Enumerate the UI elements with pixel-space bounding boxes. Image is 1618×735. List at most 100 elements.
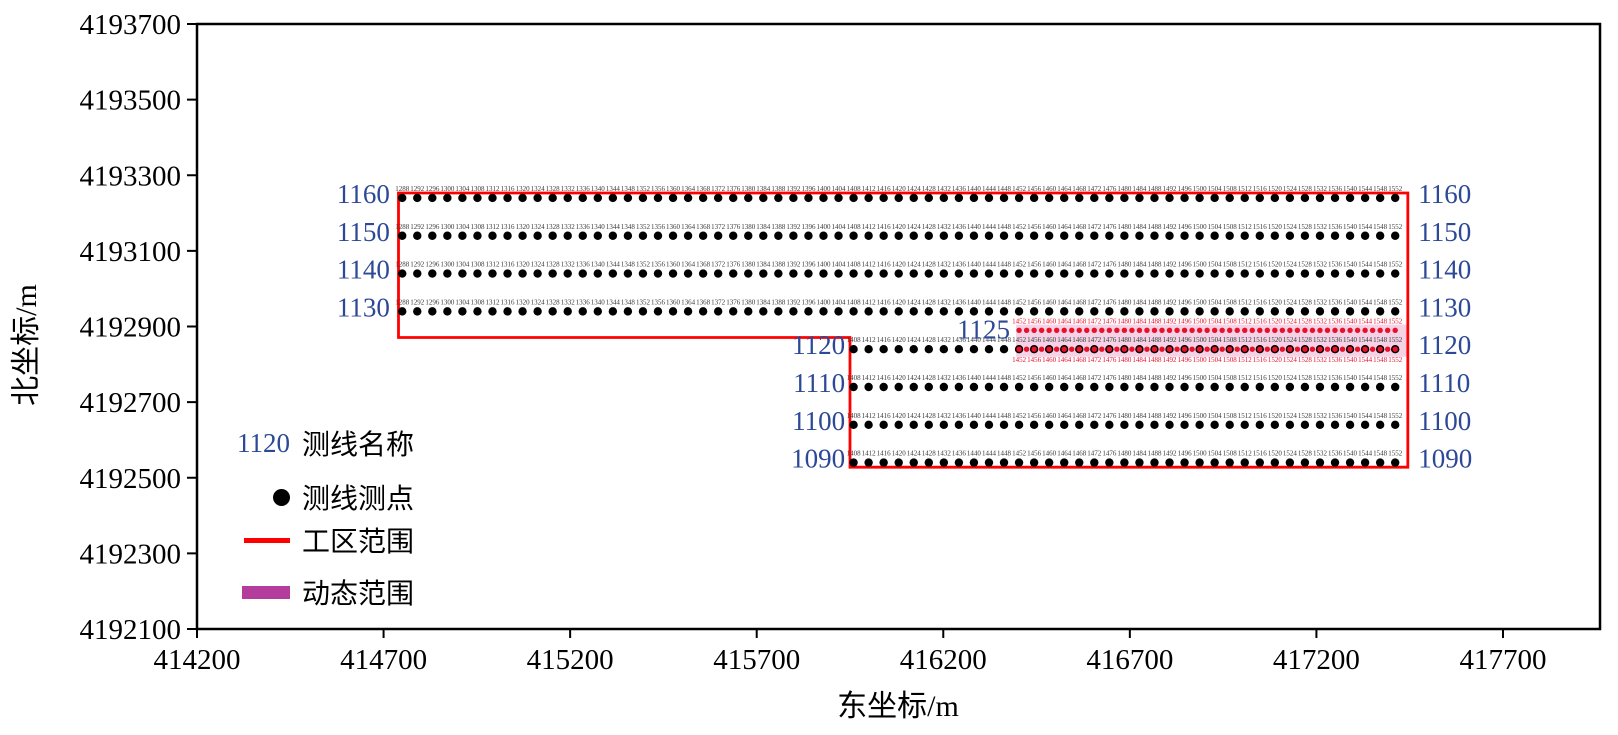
station-dot — [939, 231, 949, 240]
station-label: 1468 — [1072, 298, 1087, 306]
station-dot — [1120, 269, 1129, 278]
station-dot — [879, 420, 888, 430]
station-dot — [1345, 382, 1355, 392]
station-dot — [744, 307, 753, 316]
station-label: 1416 — [877, 298, 892, 306]
line-name-dynamic: 1125 — [957, 314, 1010, 344]
x-axis-title: 东坐标/m — [837, 690, 959, 723]
station-dot — [939, 193, 949, 203]
station-label: 1408 — [847, 185, 862, 193]
station-dot — [623, 307, 633, 316]
station-dot — [1390, 420, 1400, 430]
station-dot — [578, 231, 587, 240]
station-label: 1476 — [1102, 185, 1117, 193]
dynamic-overlay-label: 1500 — [1193, 356, 1208, 364]
station-label: 1420 — [892, 336, 907, 344]
station-label: 1488 — [1147, 185, 1162, 193]
station-label: 1512 — [1238, 374, 1253, 382]
station-dot — [909, 231, 918, 240]
station-dot — [1300, 458, 1310, 467]
station-dot — [668, 193, 678, 203]
line-name-left: 1160 — [337, 179, 390, 209]
station-dot — [804, 307, 813, 316]
station-dot — [969, 420, 979, 430]
station-label: 1448 — [997, 412, 1012, 420]
station-label: 1516 — [1253, 450, 1268, 458]
station-dot — [984, 382, 994, 392]
station-dot — [503, 307, 512, 316]
station-label: 1548 — [1373, 336, 1388, 344]
station-label: 1444 — [982, 185, 997, 193]
station-dot — [1135, 307, 1144, 316]
station-dot — [1240, 458, 1249, 467]
station-label: 1408 — [847, 261, 862, 269]
station-label: 1444 — [982, 412, 997, 420]
station-label: 1460 — [1042, 298, 1057, 306]
station-dot — [1075, 307, 1084, 316]
dynamic-overlay-dot — [1076, 346, 1082, 352]
station-label: 1552 — [1388, 374, 1403, 382]
dynamic-station-dot — [1362, 327, 1368, 333]
station-label: 1440 — [967, 374, 982, 382]
station-dot — [1330, 193, 1340, 203]
station-label: 1396 — [801, 185, 816, 193]
station-dot — [969, 344, 979, 354]
station-dot — [1225, 382, 1234, 392]
station-label: 1372 — [711, 298, 726, 306]
station-dot — [879, 269, 888, 278]
station-dot — [864, 420, 873, 430]
station-label: 1484 — [1132, 450, 1147, 458]
station-label: 1416 — [877, 223, 892, 231]
dynamic-overlay-dot — [1053, 346, 1060, 352]
dynamic-overlay-label: 1480 — [1117, 356, 1132, 364]
station-label: 1524 — [1283, 412, 1298, 420]
dynamic-overlay-dot — [1234, 346, 1240, 352]
station-label: 1296 — [425, 261, 440, 269]
station-dot — [864, 344, 873, 354]
station-label: 1360 — [666, 261, 681, 269]
station-dot — [1390, 382, 1400, 392]
station-dot — [1285, 231, 1295, 240]
station-label: 1476 — [1102, 336, 1117, 344]
station-dot — [428, 231, 437, 240]
station-dot — [563, 193, 572, 203]
station-label: 1360 — [666, 223, 681, 231]
station-dot — [1165, 420, 1174, 430]
station-dot — [924, 307, 933, 316]
station-dot — [1075, 193, 1084, 203]
station-dot — [578, 269, 587, 278]
station-label: 1516 — [1253, 298, 1268, 306]
station-label: 1548 — [1373, 223, 1388, 231]
station-dot — [1120, 307, 1129, 316]
station-dot — [503, 193, 512, 203]
station-label: 1416 — [877, 374, 892, 382]
station-dot — [879, 231, 888, 240]
legend-item-line-name: 1120 测线名称 — [218, 427, 414, 462]
station-label: 1500 — [1193, 223, 1208, 231]
station-dot — [398, 193, 407, 203]
station-label: 1468 — [1072, 412, 1087, 420]
station-dot — [518, 307, 527, 316]
station-dot — [774, 307, 783, 316]
dynamic-overlay-dot — [1369, 346, 1376, 352]
station-label: 1368 — [696, 223, 711, 231]
station-dot — [683, 269, 693, 278]
station-dot — [638, 193, 648, 203]
station-label: 1464 — [1057, 261, 1072, 269]
x-tick-label: 417200 — [1273, 644, 1360, 676]
dynamic-station-label: 1516 — [1253, 317, 1268, 325]
station-dot — [744, 269, 753, 278]
station-dot — [1270, 231, 1280, 240]
station-label: 1376 — [726, 185, 741, 193]
dynamic-overlay-dot — [1069, 346, 1075, 352]
station-dot — [1330, 382, 1340, 392]
station-dot — [1150, 458, 1159, 467]
station-label: 1364 — [681, 298, 696, 306]
station-label: 1524 — [1283, 261, 1298, 269]
dynamic-station-dot — [1061, 327, 1067, 333]
station-dot — [443, 307, 452, 316]
station-dot — [458, 193, 467, 203]
station-dot — [1300, 269, 1310, 278]
station-dot — [488, 193, 497, 203]
x-tick-label: 415200 — [527, 644, 614, 676]
